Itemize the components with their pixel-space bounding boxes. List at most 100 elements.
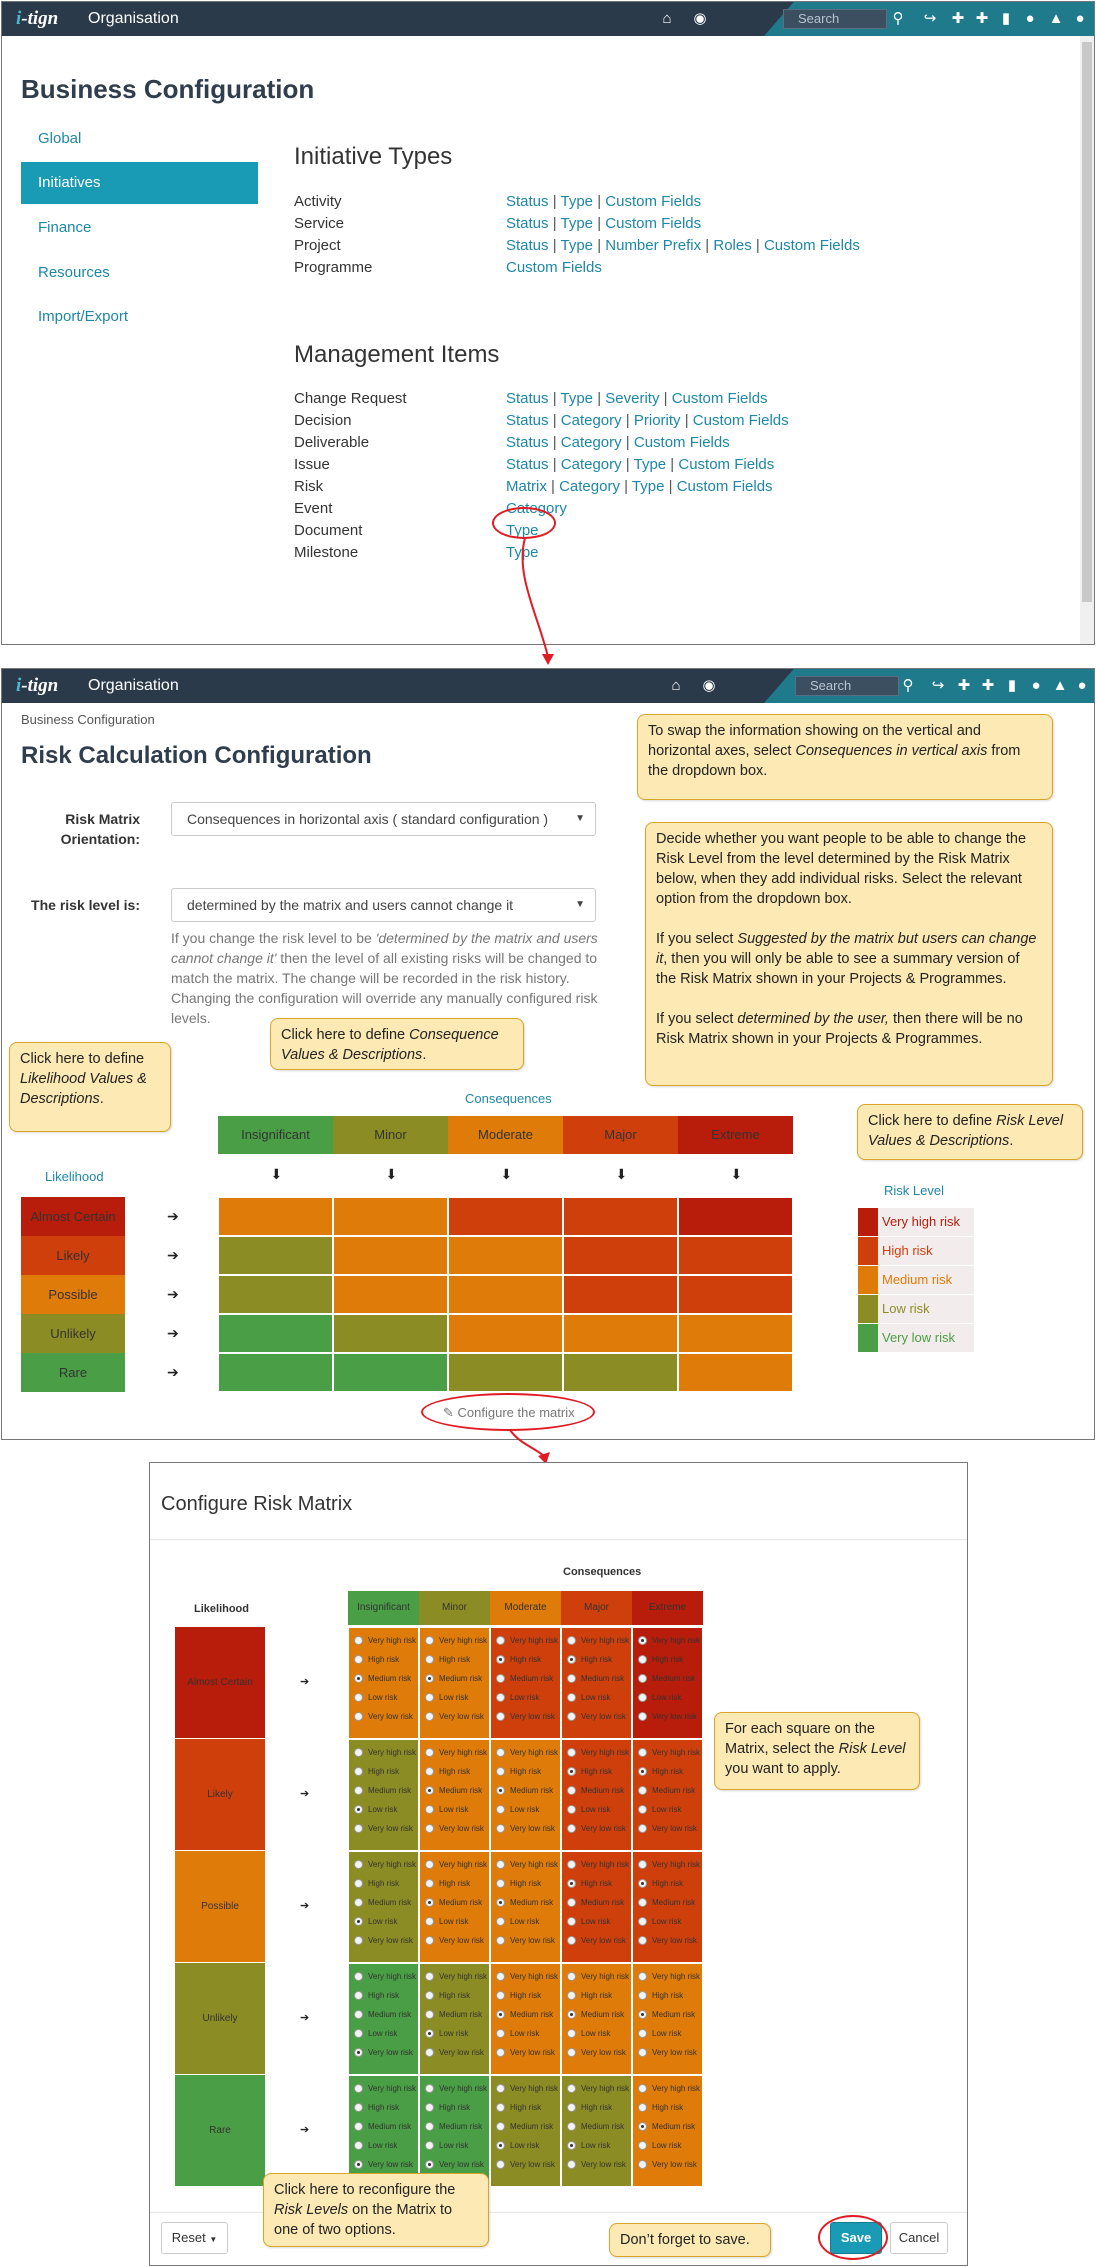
radio-button[interactable]: [496, 2103, 505, 2112]
risk-level-radio[interactable]: Medium risk: [562, 1781, 631, 1800]
radio-button[interactable]: [425, 1879, 434, 1888]
nav-import-export[interactable]: Import/Export: [38, 308, 129, 325]
risk-level-radio[interactable]: Medium risk: [420, 1669, 489, 1688]
risk-level-radio[interactable]: Very high risk: [633, 1631, 702, 1650]
risk-level-radio[interactable]: Low risk: [491, 1800, 560, 1819]
risk-level-radio[interactable]: Very low risk: [491, 1819, 560, 1838]
risk-level-radio[interactable]: Low risk: [349, 2024, 418, 2043]
chat-icon[interactable]: ●: [1025, 10, 1035, 27]
risk-level-radio[interactable]: Very high risk: [491, 1631, 560, 1650]
radio-button[interactable]: [354, 1860, 363, 1869]
plus-icon[interactable]: ✚: [957, 677, 971, 694]
radio-button[interactable]: [354, 2010, 363, 2019]
radio-button[interactable]: [354, 1748, 363, 1757]
radio-button[interactable]: [354, 1636, 363, 1645]
radio-button[interactable]: [638, 1879, 647, 1888]
radio-button[interactable]: [567, 1805, 576, 1814]
risk-level-radio[interactable]: High risk: [349, 2098, 418, 2117]
radio-button[interactable]: [638, 2141, 647, 2150]
radio-button[interactable]: [567, 2084, 576, 2093]
risk-level-radio[interactable]: Low risk: [420, 1688, 489, 1707]
risk-level-radio[interactable]: Medium risk: [349, 1893, 418, 1912]
mgmt-item-link-status[interactable]: Status: [506, 456, 549, 473]
risk-level-radio[interactable]: High risk: [491, 1650, 560, 1669]
risk-level-radio[interactable]: High risk: [420, 1874, 489, 1893]
radio-button[interactable]: [496, 2048, 505, 2057]
risk-level-radio[interactable]: High risk: [633, 1650, 702, 1669]
risk-level-radio[interactable]: Very low risk: [633, 1707, 702, 1726]
mgmt-item-link-type[interactable]: Type: [631, 478, 665, 495]
mgmt-item-link-custom-fields[interactable]: Custom Fields: [676, 478, 773, 495]
radio-button[interactable]: [425, 2122, 434, 2131]
consequence-header[interactable]: Major: [563, 1116, 678, 1154]
user-plus-icon[interactable]: ✚: [981, 677, 995, 694]
risk-level-radio[interactable]: High risk: [420, 2098, 489, 2117]
radio-button[interactable]: [425, 1860, 434, 1869]
risk-level-radio[interactable]: Very high risk: [420, 1967, 489, 1986]
risk-level-radio[interactable]: Very low risk: [420, 2155, 489, 2174]
risk-level-radio[interactable]: Very high risk: [349, 1631, 418, 1650]
risk-level-radio[interactable]: Low risk: [491, 1912, 560, 1931]
radio-button[interactable]: [567, 2122, 576, 2131]
risk-level-radio[interactable]: Medium risk: [349, 2117, 418, 2136]
radio-button[interactable]: [567, 1767, 576, 1776]
radio-button[interactable]: [425, 1898, 434, 1907]
initiative-link-roles[interactable]: Roles: [713, 237, 752, 254]
likelihood-row-label[interactable]: Rare: [21, 1353, 125, 1392]
likelihood-link[interactable]: Likelihood: [45, 1169, 104, 1184]
radio-button[interactable]: [638, 2029, 647, 2038]
radio-button[interactable]: [496, 1879, 505, 1888]
radio-button[interactable]: [496, 1636, 505, 1645]
chat-icon[interactable]: ●: [1031, 677, 1041, 694]
risk-level-radio[interactable]: Very low risk: [349, 1931, 418, 1950]
risk-level-radio[interactable]: Medium risk: [420, 2005, 489, 2024]
radio-button[interactable]: [354, 1972, 363, 1981]
radio-button[interactable]: [496, 1898, 505, 1907]
radio-button[interactable]: [638, 1917, 647, 1926]
risk-level-radio[interactable]: Low risk: [349, 2136, 418, 2155]
initiative-link-status[interactable]: Status: [506, 237, 549, 254]
mgmt-item-link-matrix[interactable]: Matrix: [506, 478, 547, 495]
radio-button[interactable]: [425, 2010, 434, 2019]
risk-level-radio[interactable]: Very low risk: [420, 1707, 489, 1726]
radio-button[interactable]: [425, 2141, 434, 2150]
risk-level-radio[interactable]: Very high risk: [420, 2079, 489, 2098]
brand-logo[interactable]: i-tign: [16, 675, 59, 696]
radio-button[interactable]: [496, 1693, 505, 1702]
radio-button[interactable]: [638, 1898, 647, 1907]
brand-logo[interactable]: i-tign: [16, 8, 59, 29]
radio-button[interactable]: [496, 2029, 505, 2038]
risk-level-radio[interactable]: High risk: [633, 1762, 702, 1781]
user-icon[interactable]: ●: [1075, 10, 1085, 27]
risk-level-radio[interactable]: Very high risk: [420, 1631, 489, 1650]
search-input[interactable]: Search: [795, 676, 899, 696]
risk-level-radio[interactable]: Medium risk: [633, 1781, 702, 1800]
risk-level-radio[interactable]: Medium risk: [420, 2117, 489, 2136]
mgmt-item-link-status[interactable]: Status: [506, 412, 549, 429]
risk-level-radio[interactable]: Very low risk: [562, 1819, 631, 1838]
risk-level-radio[interactable]: Medium risk: [349, 1669, 418, 1688]
risk-level-radio[interactable]: High risk: [491, 1874, 560, 1893]
mgmt-item-link-custom-fields[interactable]: Custom Fields: [671, 390, 768, 407]
radio-button[interactable]: [496, 1936, 505, 1945]
initiative-link-status[interactable]: Status: [506, 215, 549, 232]
radio-button[interactable]: [425, 1805, 434, 1814]
risk-level-radio[interactable]: Medium risk: [633, 2117, 702, 2136]
radio-button[interactable]: [638, 1972, 647, 1981]
radio-button[interactable]: [496, 1991, 505, 2000]
risk-level-radio[interactable]: Very low risk: [491, 1931, 560, 1950]
risk-level-radio[interactable]: High risk: [349, 1650, 418, 1669]
radio-button[interactable]: [638, 2103, 647, 2112]
bookmark-icon[interactable]: ▮: [1007, 677, 1017, 694]
nav-global[interactable]: Global: [38, 130, 82, 147]
radio-button[interactable]: [638, 1786, 647, 1795]
radio-button[interactable]: [425, 1824, 434, 1833]
risk-level-radio[interactable]: Low risk: [633, 2024, 702, 2043]
initiative-link-status[interactable]: Status: [506, 193, 549, 210]
risk-level-item[interactable]: High risk: [858, 1237, 974, 1265]
radio-button[interactable]: [567, 2029, 576, 2038]
radio-button[interactable]: [638, 2122, 647, 2131]
radio-button[interactable]: [638, 1655, 647, 1664]
risk-level-radio[interactable]: Low risk: [562, 1688, 631, 1707]
reset-button[interactable]: Reset ▼: [161, 2222, 228, 2254]
